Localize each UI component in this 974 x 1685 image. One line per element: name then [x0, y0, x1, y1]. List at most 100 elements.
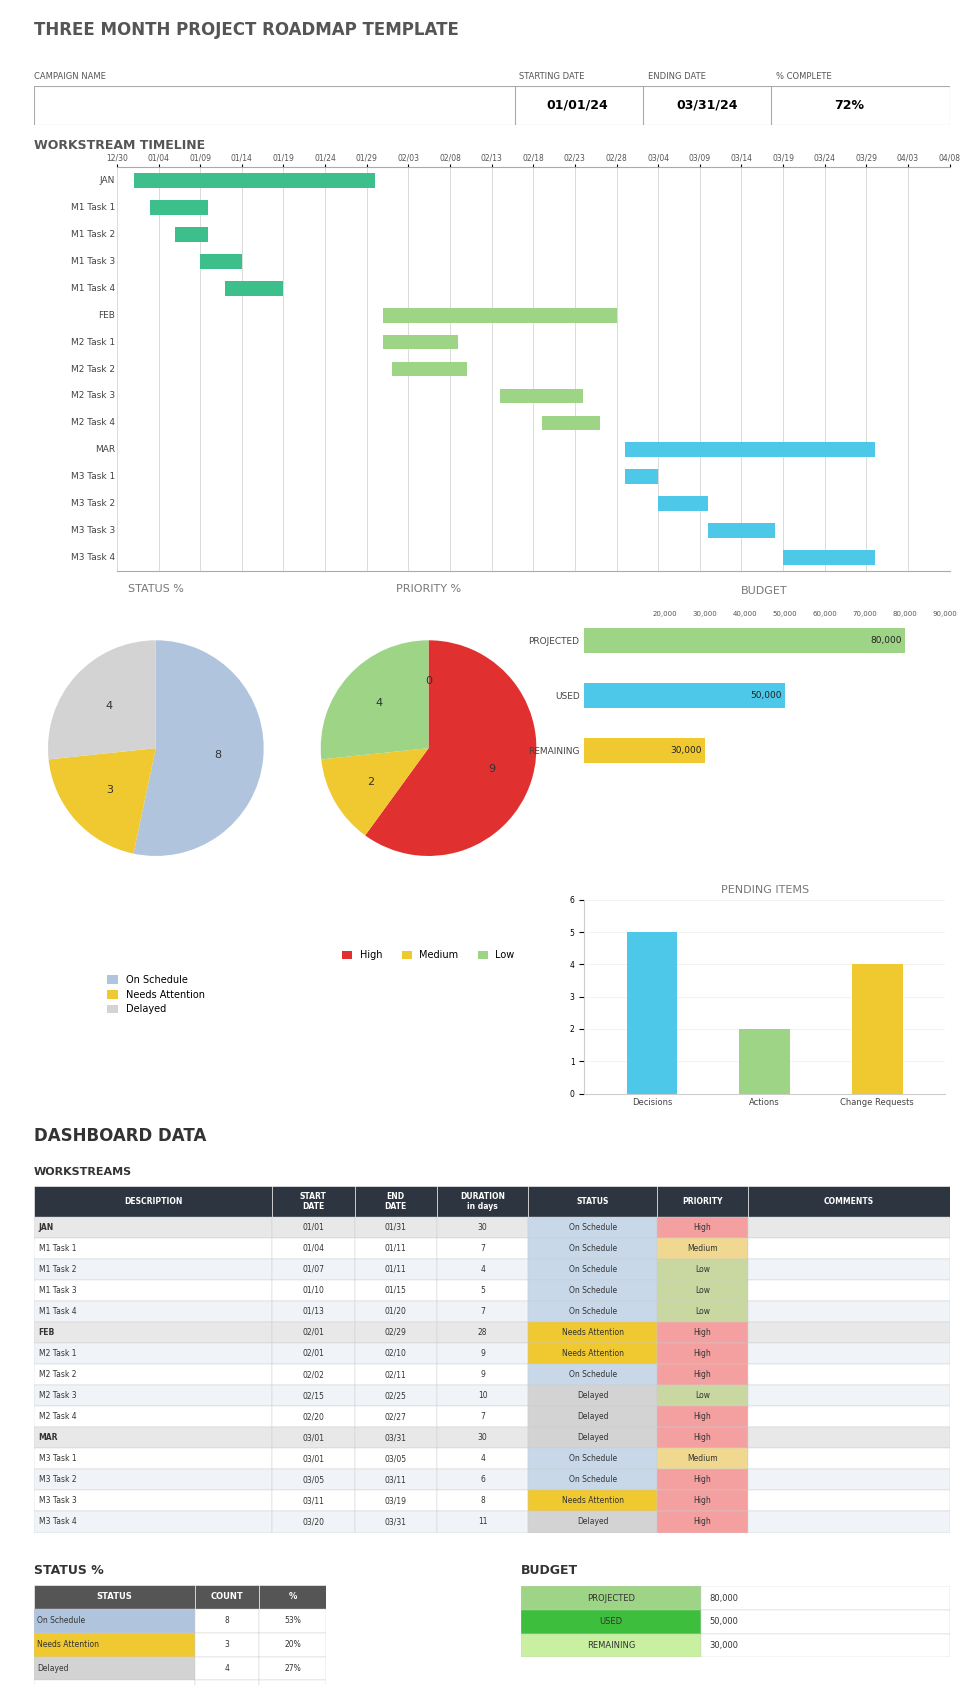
Text: Needs Attention: Needs Attention — [562, 1350, 623, 1358]
Text: 30: 30 — [478, 1434, 488, 1442]
Bar — [521, 1633, 701, 1656]
Text: 7: 7 — [480, 1412, 485, 1420]
Text: On Schedule: On Schedule — [569, 1370, 617, 1378]
Bar — [437, 1301, 529, 1321]
Text: Delayed: Delayed — [577, 1392, 609, 1400]
Text: 9: 9 — [489, 763, 496, 773]
Text: FEB: FEB — [98, 310, 115, 320]
Bar — [748, 1186, 950, 1217]
Text: On Schedule: On Schedule — [37, 1616, 85, 1624]
Text: M3 Task 4: M3 Task 4 — [71, 553, 115, 563]
Bar — [272, 1365, 355, 1385]
Text: Low: Low — [694, 1308, 710, 1316]
Text: M2 Task 4: M2 Task 4 — [39, 1412, 76, 1420]
Bar — [355, 1511, 437, 1533]
Text: M1 Task 3: M1 Task 3 — [39, 1286, 76, 1294]
Text: CAMPAIGN NAME: CAMPAIGN NAME — [34, 72, 106, 81]
Bar — [748, 1385, 950, 1405]
Text: M1 Task 1: M1 Task 1 — [39, 1244, 76, 1252]
Bar — [437, 1427, 529, 1447]
Text: 03/31: 03/31 — [385, 1434, 407, 1442]
Text: Needs Attention: Needs Attention — [562, 1328, 623, 1336]
Bar — [272, 1186, 355, 1217]
Text: 30,000: 30,000 — [710, 1641, 738, 1650]
Text: BUDGET: BUDGET — [521, 1564, 579, 1577]
Text: Needs Attention: Needs Attention — [562, 1496, 623, 1505]
Text: WORKSTREAM TIMELINE: WORKSTREAM TIMELINE — [34, 140, 206, 152]
Text: 01/11: 01/11 — [385, 1265, 406, 1274]
Bar — [195, 1656, 259, 1680]
Wedge shape — [48, 640, 156, 760]
Text: 02/29: 02/29 — [385, 1328, 407, 1336]
Bar — [272, 1217, 355, 1237]
Bar — [529, 1321, 656, 1343]
Bar — [437, 1259, 529, 1281]
Bar — [521, 1587, 701, 1609]
Text: 6: 6 — [480, 1476, 485, 1484]
Bar — [542, 416, 600, 430]
Text: M3 Task 4: M3 Task 4 — [39, 1518, 76, 1527]
Text: 03/20: 03/20 — [302, 1518, 324, 1527]
Text: Needs Attention: Needs Attention — [37, 1640, 99, 1650]
Bar — [259, 1680, 326, 1685]
Text: 02/01: 02/01 — [302, 1328, 324, 1336]
Text: 80,000: 80,000 — [710, 1594, 738, 1602]
Bar — [748, 1490, 950, 1511]
Text: High: High — [693, 1328, 711, 1336]
Text: 9: 9 — [480, 1350, 485, 1358]
Bar — [259, 1633, 326, 1656]
Bar — [656, 1237, 748, 1259]
Text: M1 Task 3: M1 Task 3 — [71, 256, 115, 266]
Bar — [384, 335, 459, 349]
Bar — [626, 932, 677, 1094]
Bar — [34, 1405, 272, 1427]
Text: M2 Task 1: M2 Task 1 — [71, 337, 115, 347]
Text: THREE MONTH PROJECT ROADMAP TEMPLATE: THREE MONTH PROJECT ROADMAP TEMPLATE — [34, 22, 459, 39]
Text: STATUS: STATUS — [577, 1196, 609, 1206]
Text: %: % — [288, 1592, 297, 1601]
Bar — [259, 1656, 326, 1680]
Text: M3 Task 1: M3 Task 1 — [71, 472, 115, 482]
Bar — [656, 1281, 748, 1301]
Text: MAR: MAR — [39, 1434, 58, 1442]
Bar — [656, 1511, 748, 1533]
Text: Delayed: Delayed — [37, 1665, 68, 1673]
Bar — [701, 1609, 950, 1633]
Text: 7: 7 — [480, 1244, 485, 1252]
Bar — [355, 1385, 437, 1405]
Text: M3 Task 3: M3 Task 3 — [71, 526, 115, 536]
Bar — [748, 1469, 950, 1490]
Bar — [529, 1447, 656, 1469]
Text: 01/31: 01/31 — [385, 1223, 407, 1232]
Bar — [701, 1587, 950, 1609]
Bar — [259, 1609, 326, 1633]
Text: 10: 10 — [478, 1392, 488, 1400]
Bar — [529, 1343, 656, 1365]
Bar — [529, 1259, 656, 1281]
Text: 72%: 72% — [834, 99, 864, 111]
Text: 01/07: 01/07 — [302, 1265, 324, 1274]
Text: 30,000: 30,000 — [670, 746, 701, 755]
Bar — [529, 1237, 656, 1259]
Bar — [656, 1186, 748, 1217]
Bar — [195, 1584, 259, 1609]
Text: M1 Task 2: M1 Task 2 — [39, 1265, 76, 1274]
Bar — [437, 1490, 529, 1511]
Text: M2 Task 3: M2 Task 3 — [39, 1392, 76, 1400]
Text: Delayed: Delayed — [577, 1412, 609, 1420]
Bar — [748, 1343, 950, 1365]
Bar — [175, 227, 208, 241]
Bar — [658, 497, 708, 511]
Text: 01/01/24: 01/01/24 — [546, 99, 608, 111]
Bar — [437, 1321, 529, 1343]
Title: BUDGET: BUDGET — [741, 586, 788, 596]
Bar — [272, 1490, 355, 1511]
Text: On Schedule: On Schedule — [569, 1223, 617, 1232]
Bar — [748, 1237, 950, 1259]
Text: 8: 8 — [225, 1616, 229, 1624]
Bar — [748, 1365, 950, 1385]
Text: 03/11: 03/11 — [385, 1476, 407, 1484]
Text: 03/05: 03/05 — [385, 1454, 407, 1463]
Bar — [355, 1301, 437, 1321]
Text: % COMPLETE: % COMPLETE — [775, 72, 832, 81]
